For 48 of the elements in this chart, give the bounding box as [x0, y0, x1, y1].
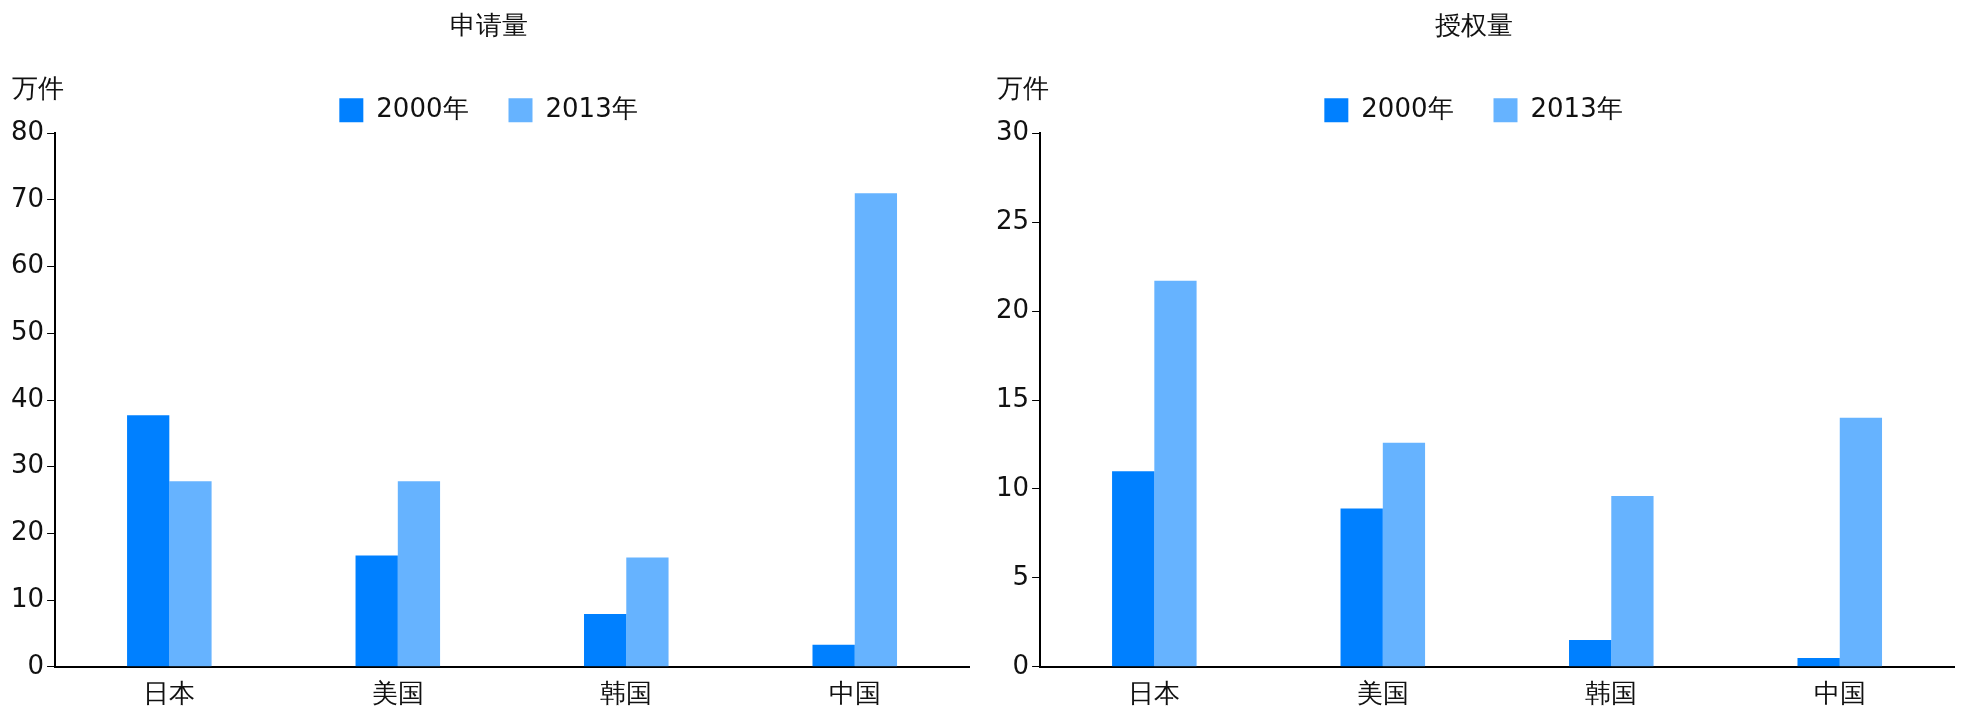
- x-tick-label: 美国: [1356, 678, 1409, 709]
- y-tick-label: 60: [10, 249, 45, 280]
- y-tick-label: 70: [10, 182, 45, 213]
- bar: [127, 415, 170, 667]
- y-tick-label: 50: [10, 316, 45, 347]
- bar: [1839, 417, 1883, 667]
- bar: [1382, 442, 1426, 667]
- y-axis-title: 万件: [12, 72, 64, 103]
- legend-label: 2013年: [545, 92, 638, 123]
- y-tick-label: 20: [995, 293, 1030, 324]
- bar: [812, 644, 855, 667]
- chart-title: 申请量: [449, 10, 528, 41]
- bar: [626, 557, 669, 667]
- y-tick-label: 20: [10, 516, 45, 547]
- chart-title: 授权量: [1434, 10, 1513, 41]
- y-tick-label: 40: [10, 382, 45, 413]
- bar: [1569, 640, 1612, 667]
- y-tick-label: 15: [995, 382, 1030, 413]
- y-tick-label: 10: [995, 471, 1030, 502]
- bar: [1797, 657, 1840, 667]
- bar: [169, 481, 212, 667]
- x-tick-label: 中国: [1813, 678, 1866, 709]
- bar: [355, 555, 398, 667]
- y-tick-label: 25: [995, 204, 1030, 235]
- y-tick-label: 0: [27, 649, 45, 680]
- bar: [1112, 471, 1155, 667]
- x-tick-label: 韩国: [600, 678, 653, 709]
- legend-label: 2000年: [1361, 92, 1454, 123]
- bar: [1611, 496, 1654, 667]
- x-tick-label: 中国: [828, 678, 881, 709]
- x-tick-label: 韩国: [1585, 678, 1638, 709]
- bar: [1340, 508, 1383, 667]
- bar: [397, 481, 441, 667]
- y-tick-label: 80: [10, 115, 45, 146]
- x-tick-label: 日本: [143, 678, 196, 709]
- legend-label: 2000年: [376, 92, 469, 123]
- bar: [854, 193, 898, 667]
- y-axis-title: 万件: [997, 72, 1049, 103]
- x-tick-label: 美国: [371, 678, 424, 709]
- legend-label: 2013年: [1530, 92, 1623, 123]
- bar: [1154, 280, 1197, 667]
- y-tick-label: 30: [10, 449, 45, 480]
- bar: [584, 614, 627, 667]
- y-tick-label: 5: [1012, 560, 1030, 591]
- x-tick-label: 日本: [1128, 678, 1181, 709]
- y-tick-label: 30: [995, 115, 1030, 146]
- y-tick-label: 0: [1012, 649, 1030, 680]
- y-tick-label: 10: [10, 582, 45, 613]
